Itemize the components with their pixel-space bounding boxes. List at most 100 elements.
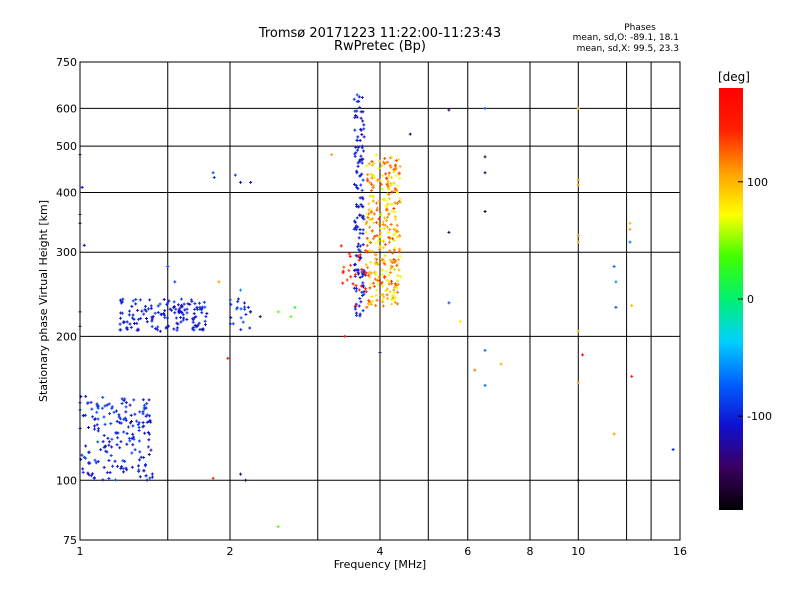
echo-point bbox=[397, 258, 401, 262]
echo-point bbox=[392, 291, 396, 295]
echo-point bbox=[382, 295, 386, 299]
echo-point bbox=[125, 326, 129, 330]
echo-point bbox=[132, 398, 136, 402]
echo-point bbox=[354, 286, 358, 290]
echo-point bbox=[369, 241, 373, 245]
echo-point bbox=[396, 279, 400, 283]
echo-point bbox=[362, 123, 366, 127]
echo-point bbox=[358, 231, 362, 235]
echo-point bbox=[150, 317, 154, 321]
echo-point bbox=[392, 288, 396, 292]
echo-point bbox=[369, 172, 373, 176]
y-tick-label: 200 bbox=[56, 330, 77, 343]
echo-point bbox=[86, 401, 90, 405]
echo-point bbox=[110, 445, 114, 449]
echo-point bbox=[354, 145, 358, 149]
y-tick-label: 750 bbox=[56, 56, 77, 69]
echo-point bbox=[106, 436, 110, 440]
echo-point bbox=[228, 298, 232, 302]
echo-point bbox=[348, 254, 352, 258]
echo-point bbox=[99, 448, 103, 452]
echo-point bbox=[366, 215, 370, 219]
echo-point bbox=[388, 290, 392, 294]
echo-point bbox=[370, 299, 374, 303]
echo-point bbox=[357, 288, 361, 292]
echo-point bbox=[119, 316, 123, 320]
echo-point bbox=[115, 464, 119, 468]
echo-point bbox=[393, 201, 397, 205]
echo-point bbox=[97, 427, 101, 431]
echo-point bbox=[385, 287, 389, 291]
echo-point bbox=[347, 252, 351, 256]
echo-point bbox=[194, 315, 198, 319]
x-tick-label: 2 bbox=[227, 545, 234, 558]
echo-point bbox=[361, 285, 365, 289]
x-tick-label: 10 bbox=[571, 545, 585, 558]
echo-point bbox=[236, 297, 240, 301]
echo-point bbox=[185, 317, 189, 321]
echo-point bbox=[217, 280, 221, 284]
y-tick-label: 75 bbox=[63, 534, 77, 547]
echo-point bbox=[201, 328, 205, 332]
echo-point bbox=[368, 180, 372, 184]
echo-point bbox=[394, 283, 398, 287]
echo-point bbox=[233, 173, 237, 177]
echo-point bbox=[122, 417, 126, 421]
echo-point bbox=[391, 251, 395, 255]
echo-point bbox=[364, 249, 368, 253]
echo-point bbox=[94, 461, 98, 465]
echo-point bbox=[87, 450, 91, 454]
echo-point bbox=[364, 287, 368, 291]
echo-point bbox=[387, 192, 391, 196]
echo-point bbox=[114, 431, 118, 435]
echo-point bbox=[368, 194, 372, 198]
echo-point bbox=[360, 270, 364, 274]
echo-point bbox=[369, 282, 373, 286]
echo-point bbox=[242, 301, 246, 305]
echo-point bbox=[396, 273, 400, 277]
echo-point bbox=[174, 307, 178, 311]
echo-point bbox=[131, 316, 135, 320]
echo-point bbox=[356, 148, 360, 152]
echo-point bbox=[341, 281, 345, 285]
echo-point bbox=[354, 228, 358, 232]
echo-point bbox=[339, 244, 343, 248]
echo-point bbox=[387, 282, 391, 286]
echo-point bbox=[396, 302, 400, 306]
echo-point bbox=[389, 155, 393, 159]
echo-point bbox=[374, 270, 378, 274]
echo-point bbox=[355, 93, 359, 97]
echo-point bbox=[359, 213, 363, 217]
echo-point bbox=[368, 275, 372, 279]
echo-point bbox=[365, 164, 369, 168]
echo-point bbox=[398, 254, 402, 258]
echo-point bbox=[371, 199, 375, 203]
echo-point bbox=[408, 132, 412, 136]
scatter-points bbox=[78, 93, 675, 529]
echo-point bbox=[136, 423, 140, 427]
echo-point bbox=[119, 417, 123, 421]
echo-point bbox=[368, 249, 372, 253]
echo-point bbox=[379, 226, 383, 230]
echo-point bbox=[177, 309, 181, 313]
echo-point bbox=[170, 308, 174, 312]
y-tick-label: 300 bbox=[56, 246, 77, 259]
echo-point bbox=[156, 325, 160, 329]
echo-point bbox=[235, 307, 239, 311]
y-tick-label: 100 bbox=[56, 474, 77, 487]
echo-point bbox=[90, 407, 94, 411]
echo-point bbox=[144, 309, 148, 313]
echo-point bbox=[144, 474, 148, 478]
echo-point bbox=[139, 455, 143, 459]
echo-point bbox=[162, 311, 166, 315]
echo-point bbox=[146, 445, 150, 449]
echo-point bbox=[167, 324, 171, 328]
echo-point bbox=[392, 170, 396, 174]
echo-point bbox=[145, 413, 149, 417]
echo-point bbox=[244, 478, 248, 482]
echo-point bbox=[95, 423, 99, 427]
echo-point bbox=[191, 318, 195, 322]
echo-point bbox=[576, 240, 580, 244]
echo-point bbox=[118, 446, 122, 450]
echo-point bbox=[142, 312, 146, 316]
